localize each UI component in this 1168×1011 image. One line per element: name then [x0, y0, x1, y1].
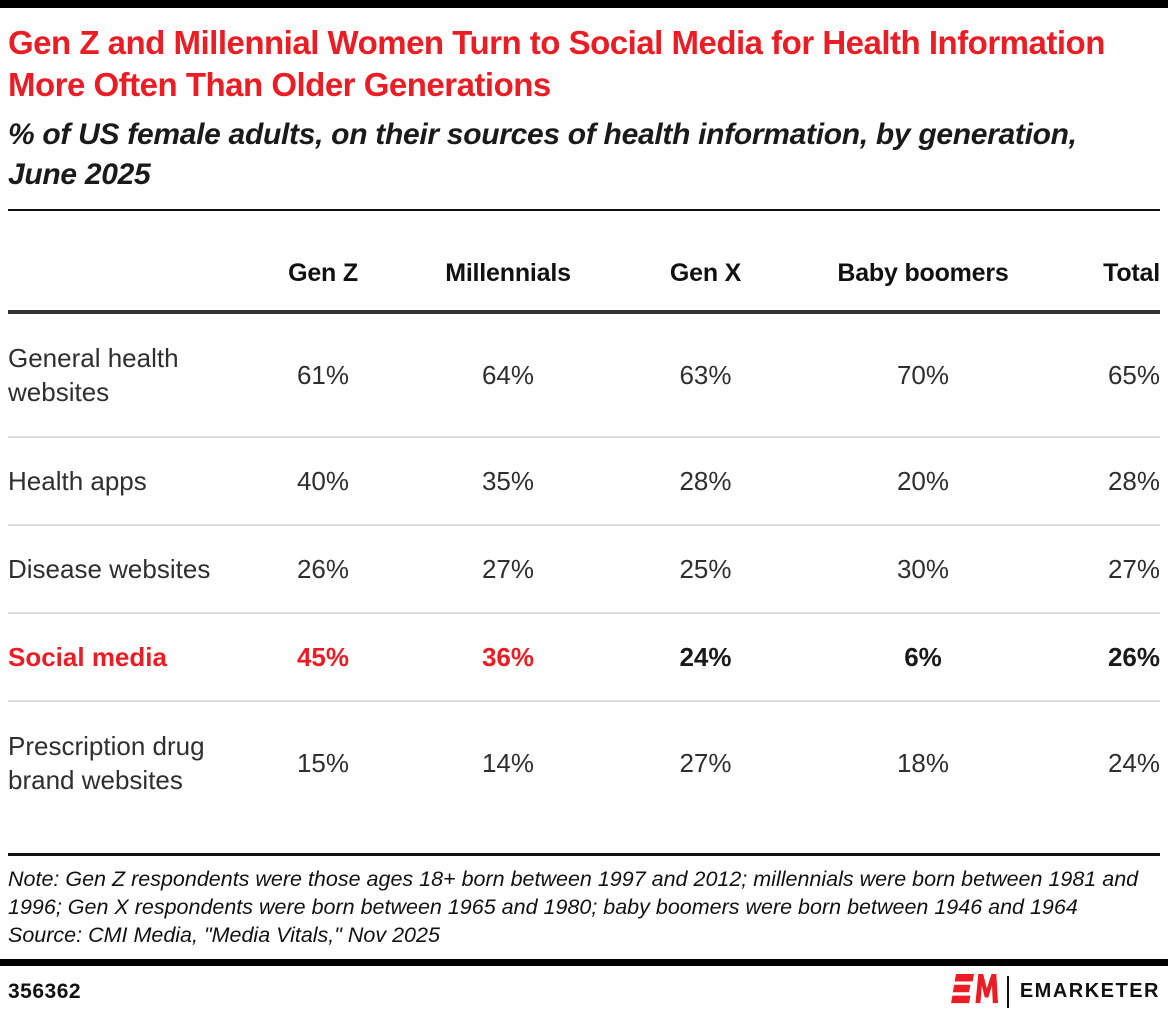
column-header-millennials: Millennials — [445, 259, 571, 287]
row-label: Disease websites — [8, 554, 211, 584]
cell-value: 25% — [679, 553, 732, 584]
column-header-baby-boomers: Baby boomers — [837, 259, 1009, 287]
top-border-bar — [0, 0, 1168, 8]
cell-value-emphasis: 36% — [481, 641, 535, 672]
cell-value: 26% — [296, 553, 350, 584]
cell-value: 40% — [296, 465, 350, 496]
row-label: General health websites — [8, 343, 179, 407]
table-body: General health websites 61% 64% 63% 70% … — [8, 314, 1160, 853]
column-header-gen-x: Gen X — [669, 259, 742, 287]
column-header-gen-z: Gen Z — [288, 259, 358, 287]
cell-value: 6% — [904, 641, 942, 672]
table-row-highlighted-social-media: Social media 45% 36% 24% 6% 26% — [8, 612, 1160, 700]
cell-value: 15% — [296, 747, 350, 778]
chart-header: Gen Z and Millennial Women Turn to Socia… — [0, 22, 1168, 209]
emarketer-brand-lockup: EMARKETER — [950, 972, 1160, 1011]
cell-value: 14% — [481, 747, 535, 778]
footer: 356362 EMARKETER — [0, 966, 1168, 1011]
data-table: Gen Z Millennials Gen X Baby boomers Tot… — [0, 211, 1168, 853]
brand-separator — [1006, 975, 1009, 1008]
table-row: Disease websites 26% 27% 25% 30% 27% — [8, 524, 1160, 612]
cell-value: 27% — [1107, 553, 1160, 584]
cell-value: 27% — [481, 553, 535, 584]
column-header-total: Total — [1103, 259, 1160, 287]
table-row: Health apps 40% 35% 28% 20% 28% — [8, 436, 1160, 524]
chart-id: 356362 — [8, 979, 82, 1003]
cell-value: 35% — [481, 465, 535, 496]
row-label: Social media — [8, 642, 167, 672]
note-section: Note: Gen Z respondents were those ages … — [8, 853, 1160, 949]
cell-value: 27% — [679, 747, 732, 778]
table-row: Prescription drug brand websites 15% 14%… — [8, 700, 1160, 853]
chart-subtitle: % of US female adults, on their sources … — [8, 118, 1077, 191]
cell-value: 20% — [896, 465, 950, 496]
cell-value: 64% — [481, 359, 535, 390]
cell-value: 70% — [896, 359, 950, 390]
brand-name: EMARKETER — [1019, 980, 1160, 1002]
cell-value: 28% — [1107, 465, 1160, 496]
cell-value: 65% — [1107, 359, 1160, 390]
source-text: Source: CMI Media, "Media Vitals," Nov 2… — [8, 923, 440, 947]
chart-title: Gen Z and Millennial Women Turn to Socia… — [8, 24, 1105, 103]
note-text: Note: Gen Z respondents were those ages … — [8, 867, 1139, 919]
header-divider — [8, 209, 1160, 211]
row-label: Health apps — [8, 466, 147, 496]
cell-value: 18% — [896, 747, 950, 778]
cell-value: 61% — [296, 359, 350, 390]
cell-value: 26% — [1107, 641, 1160, 672]
table-header-row: Gen Z Millennials Gen X Baby boomers Tot… — [8, 211, 1160, 314]
cell-value: 24% — [1107, 747, 1160, 778]
cell-value-emphasis: 45% — [296, 641, 350, 672]
cell-value: 63% — [679, 359, 732, 390]
cell-value: 28% — [679, 465, 732, 496]
row-label: Prescription drug brand websites — [8, 731, 205, 795]
cell-value: 30% — [896, 553, 950, 584]
table-row: General health websites 61% 64% 63% 70% … — [8, 314, 1160, 436]
cell-value: 24% — [679, 641, 732, 672]
footer-border-bar — [0, 959, 1168, 966]
emarketer-logo-icon — [950, 972, 998, 1011]
